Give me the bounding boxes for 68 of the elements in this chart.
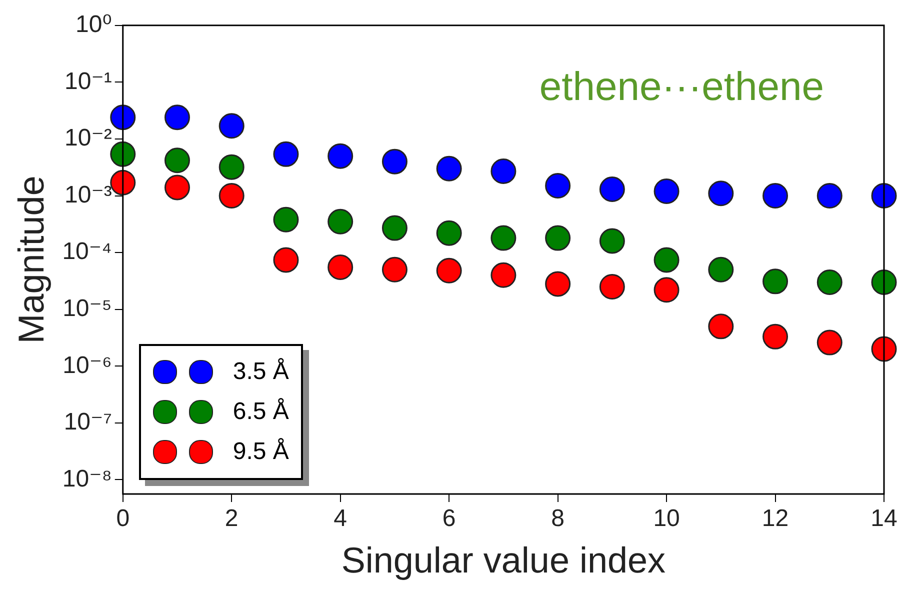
y-tick-label: 10⁻⁵	[62, 294, 112, 322]
point	[490, 225, 516, 251]
y-tick-label: 10⁻¹	[64, 68, 112, 95]
point	[816, 330, 842, 356]
point	[436, 156, 462, 182]
point	[382, 148, 408, 174]
x-tick-label: 2	[224, 505, 238, 532]
point	[382, 256, 408, 282]
point	[762, 183, 788, 209]
annotation: ethene···ethene	[539, 65, 824, 110]
point	[545, 173, 571, 199]
legend-label: 9.5 Å	[232, 438, 289, 466]
point	[871, 269, 897, 295]
legend-label: 6.5 Å	[232, 398, 289, 426]
point	[708, 314, 734, 340]
point	[164, 174, 190, 200]
point	[164, 148, 190, 174]
y-tick-label: 10⁻⁸	[62, 465, 112, 492]
point	[599, 228, 625, 254]
x-tick-label: 10	[653, 505, 680, 532]
point	[273, 206, 299, 232]
point	[328, 208, 354, 234]
point	[436, 258, 462, 284]
y-tick-label: 10⁻⁶	[62, 352, 112, 379]
y-tick-label: 10⁻⁷	[64, 408, 112, 436]
point	[816, 269, 842, 295]
y-tick-label: 10⁻³	[64, 181, 112, 208]
point	[708, 180, 734, 206]
y-tick-label: 10⁻⁴	[62, 238, 112, 266]
point	[218, 154, 244, 180]
x-tick-label: 14	[870, 505, 898, 532]
y-axis-title: Magnitude	[10, 176, 52, 344]
point	[871, 183, 897, 209]
x-tick-label: 8	[551, 505, 564, 532]
point	[110, 141, 136, 167]
point	[762, 324, 788, 350]
point	[490, 158, 516, 184]
point	[654, 178, 680, 204]
point	[490, 262, 516, 288]
y-tick-label: 10⁻²	[64, 124, 112, 152]
point	[599, 176, 625, 202]
x-tick-label: 12	[762, 505, 789, 532]
y-tick-label: 10⁰	[76, 11, 112, 38]
point	[110, 170, 136, 196]
point	[328, 143, 354, 169]
x-tick-label: 4	[334, 505, 348, 532]
point	[654, 277, 680, 303]
point	[708, 256, 734, 282]
point	[599, 274, 625, 300]
point	[436, 220, 462, 246]
legend-label: 3.5 Å	[232, 358, 289, 386]
point	[273, 141, 299, 167]
x-tick-label: 0	[116, 505, 130, 532]
point	[545, 271, 571, 297]
point	[382, 215, 408, 241]
x-axis-title: Singular value index	[341, 539, 666, 580]
point	[654, 247, 680, 273]
point	[762, 268, 788, 294]
point	[545, 225, 571, 251]
point	[110, 104, 136, 130]
point	[164, 104, 190, 130]
x-tick-label: 6	[442, 505, 456, 532]
point	[273, 247, 299, 273]
point	[218, 113, 244, 139]
point	[328, 254, 354, 280]
point	[816, 183, 842, 209]
point	[218, 183, 244, 209]
point	[871, 336, 897, 362]
